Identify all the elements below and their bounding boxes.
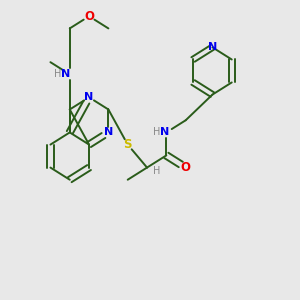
Text: S: S bbox=[124, 138, 132, 151]
Text: O: O bbox=[84, 10, 94, 23]
Text: O: O bbox=[181, 161, 191, 174]
Text: N: N bbox=[208, 42, 217, 52]
Text: N: N bbox=[160, 128, 170, 137]
Text: N: N bbox=[84, 92, 94, 102]
Text: N: N bbox=[61, 69, 70, 79]
Text: H: H bbox=[153, 166, 160, 176]
Text: H: H bbox=[54, 69, 61, 79]
Text: N: N bbox=[104, 128, 113, 137]
Text: H: H bbox=[153, 128, 160, 137]
